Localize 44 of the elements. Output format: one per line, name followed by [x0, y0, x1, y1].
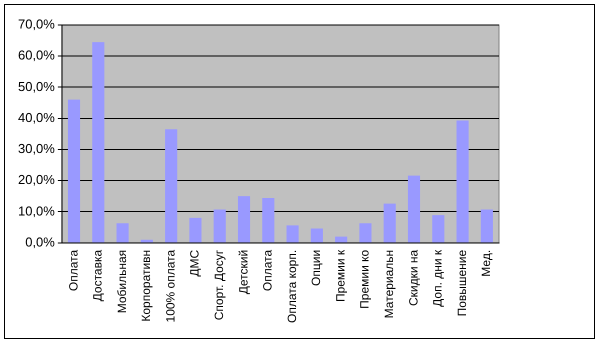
x-tick-label: 100% оплата [163, 250, 178, 322]
bar [286, 225, 299, 242]
bar [480, 210, 493, 242]
bar [140, 240, 153, 242]
x-tick-label: Повышение [454, 250, 469, 316]
x-tick-label: Корпоративн [139, 250, 154, 322]
bar [408, 176, 420, 242]
bar [456, 120, 469, 242]
bar [262, 198, 274, 242]
bar [238, 196, 250, 242]
x-tick-label: Оплата [260, 250, 275, 292]
bar [432, 215, 444, 242]
y-tick-label: 10,0% [18, 203, 56, 218]
x-tick-label: Премии к [333, 249, 348, 302]
bar [189, 218, 202, 242]
x-tick-label: Опции [309, 250, 324, 286]
bar [384, 204, 396, 242]
x-tick-label: Материальн [382, 250, 396, 318]
bar [68, 100, 80, 242]
x-tick-label: Доставка [90, 250, 105, 302]
x-tick-label: Оплата корп. [284, 250, 299, 324]
x-tick-label: Детский [236, 250, 250, 294]
x-tick-label: Мед. [479, 250, 494, 277]
x-tick-label: Скидки на [406, 250, 420, 306]
bar [92, 42, 104, 242]
x-tick-label: Мобильная [114, 250, 129, 314]
y-tick-label: 60,0% [18, 48, 56, 63]
y-tick-label: 20,0% [18, 172, 56, 188]
x-tick-label: Оплата [66, 250, 80, 292]
y-tick-label: 40,0% [18, 110, 56, 125]
x-tick-label: Спорт. Досуг [212, 249, 226, 320]
x-tick-label: Доп. дни к [430, 249, 445, 307]
y-tick-label: 30,0% [18, 141, 56, 156]
bar [165, 129, 178, 242]
y-tick-label: 0,0% [25, 234, 56, 250]
bar [116, 223, 129, 242]
y-tick-label: 50,0% [18, 78, 56, 94]
x-tick-label: ДМС [188, 249, 202, 277]
y-tick-label: 70,0% [18, 16, 56, 32]
bar [359, 223, 372, 242]
bar [214, 210, 226, 242]
x-tick-label: Премии ко [358, 250, 372, 309]
bar [310, 228, 323, 242]
bar [335, 236, 348, 242]
